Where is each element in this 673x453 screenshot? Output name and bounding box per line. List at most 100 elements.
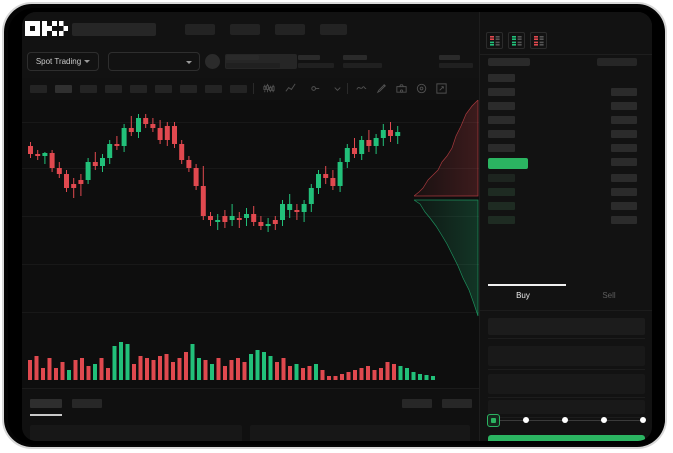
bottom-tab-open-orders[interactable] <box>30 399 62 408</box>
volume-bar <box>346 372 351 380</box>
timeframe-8[interactable] <box>205 85 222 93</box>
candle-body <box>49 153 55 168</box>
slider-mark-dot[interactable] <box>562 417 568 423</box>
price-chart[interactable] <box>22 100 479 330</box>
settings-gear-icon[interactable] <box>415 82 428 95</box>
orderbook-spread-highlight[interactable] <box>488 158 528 169</box>
volume-bar <box>424 375 429 380</box>
candle-body <box>28 146 33 154</box>
indicators-icon[interactable] <box>309 82 322 95</box>
slider-handle[interactable] <box>487 414 500 427</box>
candle-body <box>193 168 199 186</box>
volume-bar <box>236 358 240 380</box>
candle-body <box>272 220 278 224</box>
timeframe-5[interactable] <box>130 85 147 93</box>
orderbook-bid-row[interactable] <box>488 202 515 210</box>
camera-icon[interactable] <box>395 82 408 95</box>
candle-body <box>280 204 285 220</box>
total-field[interactable] <box>488 400 645 414</box>
orderbook-bid-row[interactable] <box>488 174 515 182</box>
stat-value <box>343 63 382 68</box>
candle-body <box>395 132 401 136</box>
candle-wick <box>44 152 46 164</box>
okx-logo[interactable] <box>25 21 68 36</box>
volume-bar <box>41 368 45 380</box>
chart-gridline <box>22 264 479 265</box>
fullscreen-icon[interactable] <box>435 82 448 95</box>
orderbook-size-cell <box>611 174 637 182</box>
orderbook-size-cell <box>611 188 637 196</box>
volume-bar <box>151 360 156 380</box>
bottom-action-1[interactable] <box>402 399 432 408</box>
nav-primary-placeholder[interactable] <box>72 23 156 36</box>
line-chart-icon[interactable] <box>284 82 297 95</box>
orderbook-col-header-left <box>488 58 530 66</box>
volume-bar <box>275 362 279 380</box>
orderbook-ask-row[interactable] <box>488 88 515 96</box>
slider-mark-dot[interactable] <box>640 417 646 423</box>
candle-body <box>92 162 98 166</box>
buy-submit-button[interactable] <box>488 435 645 441</box>
timeframe-6[interactable] <box>155 85 172 93</box>
orderbook-mode-both[interactable] <box>486 32 503 49</box>
timeframe-2[interactable] <box>55 85 72 93</box>
volume-bar <box>242 362 247 380</box>
slider-mark-dot[interactable] <box>601 417 607 423</box>
stat-label <box>226 55 260 60</box>
candle-body <box>287 204 293 210</box>
chart-toolbar <box>22 78 479 100</box>
wave-indicator-icon[interactable] <box>355 82 368 95</box>
timeframe-4[interactable] <box>105 85 122 93</box>
chevron-down-icon[interactable] <box>331 82 344 95</box>
orderbook-ask-row[interactable] <box>488 144 515 152</box>
price-field[interactable] <box>488 346 645 366</box>
orderbook-ask-row[interactable] <box>488 116 515 124</box>
timeframe-9[interactable] <box>230 85 247 93</box>
nav-item-2[interactable] <box>230 24 260 35</box>
volume-bar <box>255 350 260 380</box>
orderbook-rows[interactable] <box>480 52 652 281</box>
bottom-content-left <box>30 425 242 441</box>
candle-body <box>121 128 127 146</box>
bottom-tab-order-history[interactable] <box>72 399 102 408</box>
timeframe-3[interactable] <box>80 85 97 93</box>
buy-sell-tab-bar[interactable]: Buy Sell <box>480 284 652 311</box>
nav-item-1[interactable] <box>185 24 215 35</box>
sell-tab[interactable]: Sell <box>602 291 616 300</box>
volume-bar <box>379 368 383 380</box>
candle-body <box>373 138 379 146</box>
nav-item-4[interactable] <box>320 24 347 35</box>
drawing-tools-icon[interactable] <box>375 82 388 95</box>
orderbook-bid-row[interactable] <box>488 188 515 196</box>
order-type-field[interactable] <box>488 318 645 335</box>
orderbook-mode-asks[interactable] <box>530 32 547 49</box>
buy-tab[interactable]: Buy <box>516 291 530 300</box>
trading-pair-selector[interactable] <box>108 52 200 71</box>
amount-field[interactable] <box>488 374 645 394</box>
timeframe-7[interactable] <box>180 85 197 93</box>
bottom-action-2[interactable] <box>442 399 472 408</box>
orderbook-ask-row[interactable] <box>488 102 515 110</box>
candle-body <box>301 204 307 212</box>
orderbook-size-cell <box>611 116 637 124</box>
orderbook-bid-row[interactable] <box>488 216 515 224</box>
slider-mark-dot[interactable] <box>523 417 529 423</box>
volume-bar <box>47 358 52 380</box>
orderbook-mode-switcher[interactable] <box>486 32 547 49</box>
volume-bar <box>359 368 364 380</box>
active-tab-underline <box>488 284 566 286</box>
spot-trading-button[interactable]: Spot Trading <box>27 52 99 71</box>
nav-item-3[interactable] <box>275 24 305 35</box>
candlestick-chart-icon[interactable] <box>262 82 275 95</box>
volume-bar <box>164 354 169 380</box>
chevron-down-icon <box>186 61 192 64</box>
market-depth-overlay <box>414 100 479 330</box>
volume-bar <box>99 358 104 380</box>
volume-bar <box>301 368 305 380</box>
orderbook-ask-row[interactable] <box>488 130 515 138</box>
timeframe-1[interactable] <box>30 85 47 93</box>
orderbook-mode-bids[interactable] <box>508 32 525 49</box>
volume-bar <box>353 370 357 380</box>
volume-bar <box>288 366 292 380</box>
orderbook-ask-row[interactable] <box>488 74 515 82</box>
